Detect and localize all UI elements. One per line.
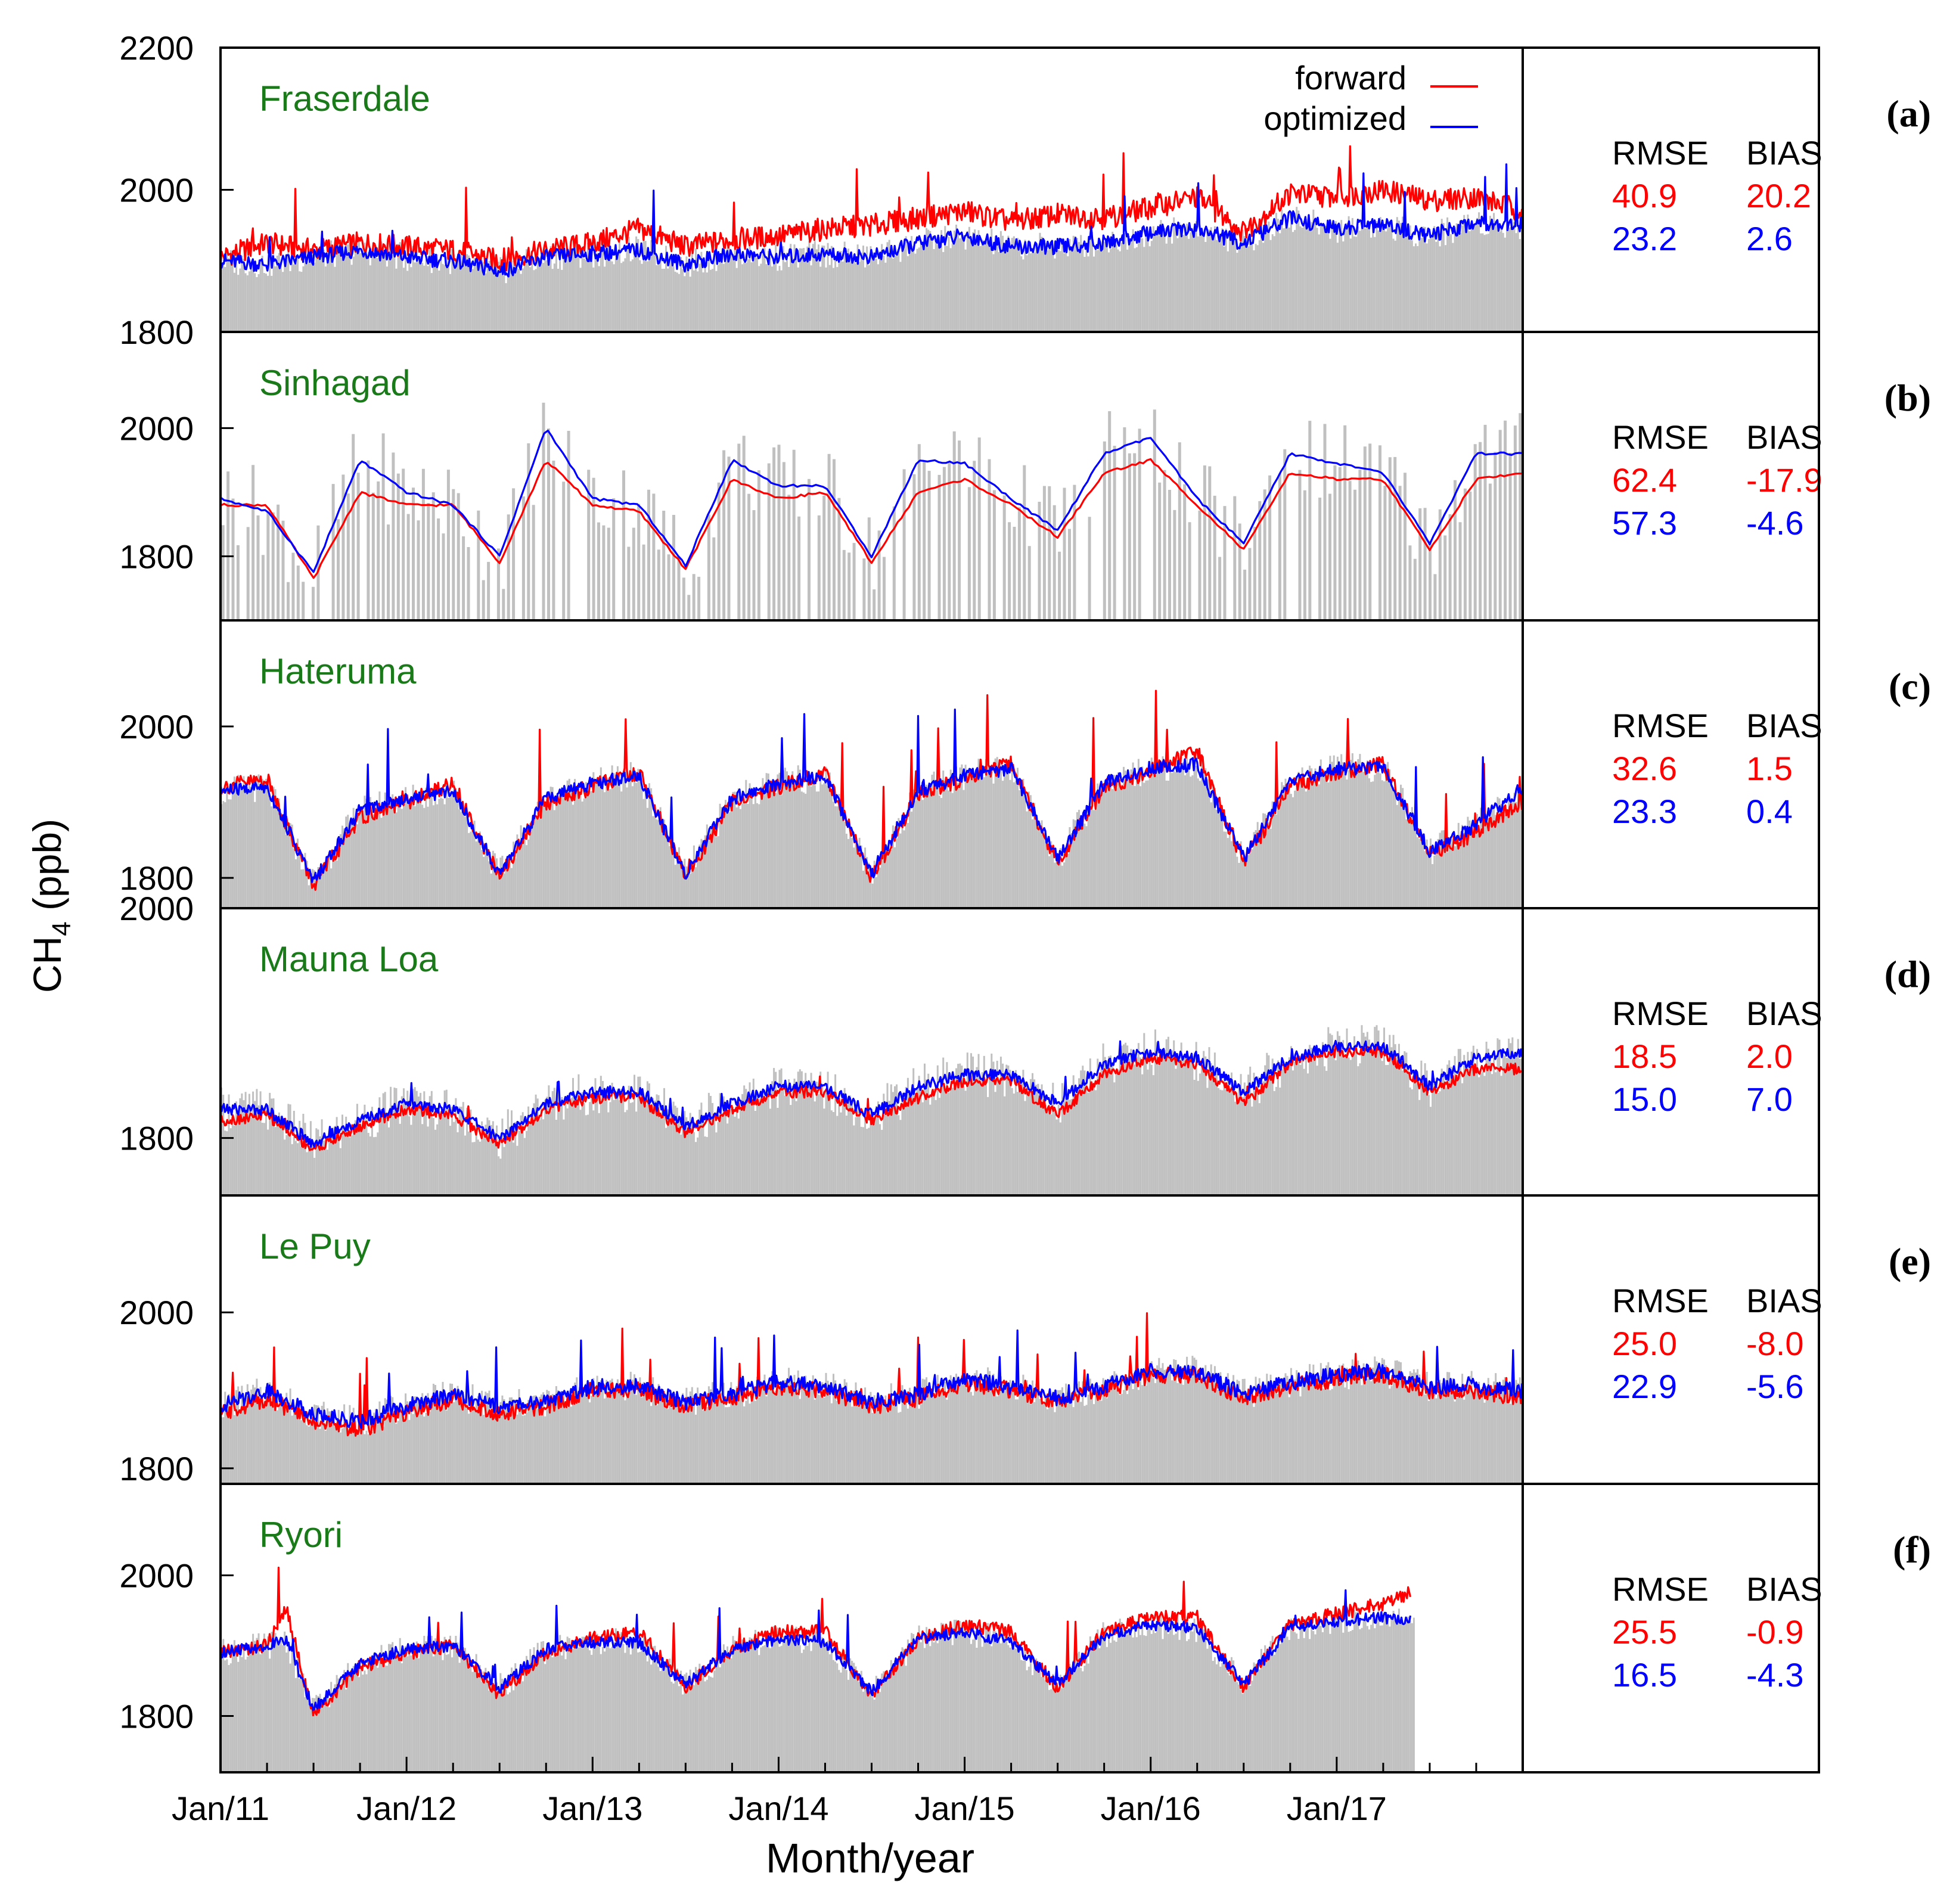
rmse-forward-value: 18.5 (1612, 1038, 1677, 1075)
series-line-optimized (221, 709, 1523, 883)
rmse-header: RMSE (1612, 418, 1709, 456)
y-tick-label: 1800 (119, 859, 194, 897)
legend: forward optimized (1263, 59, 1478, 137)
bias-optimized-value: -4.3 (1746, 1656, 1804, 1694)
y-tick-label: 2200 (119, 29, 194, 67)
panel-letter: (c) (1889, 665, 1931, 707)
rmse-forward-value: 40.9 (1612, 177, 1677, 215)
panel-data (221, 1025, 1523, 1195)
stats-frame (1522, 1483, 1820, 1773)
rmse-header: RMSE (1612, 707, 1709, 744)
bias-forward-value: 2.0 (1746, 1038, 1793, 1075)
site-label: Mauna Loa (259, 939, 439, 979)
rmse-forward-value: 25.0 (1612, 1325, 1677, 1362)
y-tick-label: 2000 (119, 172, 194, 209)
panel-letter: (e) (1889, 1240, 1931, 1282)
panel-le-puy: 1800 2000 Le Puy RMSE BIAS 25.0 -8.0 22.9 -5.6 (e… (119, 1194, 1931, 1487)
site-label: Le Puy (259, 1226, 371, 1266)
x-axis: Jan/11 Jan/12 Jan/13 Jan/14 Jan/15 Jan/16 Jan/… (172, 1757, 1524, 1827)
site-label: Fraserdale (259, 79, 430, 119)
rmse-optimized-value: 15.0 (1612, 1080, 1677, 1118)
x-tick-label: Jan/13 (542, 1790, 642, 1827)
panel-mauna-loa: 1800 2000 Mauna Loa RMSE BIAS 18.5 2.0 15.0 7.0 (… (119, 890, 1931, 1197)
y-tick-label: 1800 (119, 1450, 194, 1487)
panel-fraserdale: 1800 2000 2200 Fraserdale RMSE BIAS 40.9 20.2 23… (119, 29, 1931, 351)
x-tick-label: Jan/17 (1287, 1790, 1387, 1827)
rmse-optimized-value: 23.2 (1612, 220, 1677, 257)
rmse-header: RMSE (1612, 995, 1709, 1032)
rmse-optimized-value: 57.3 (1612, 504, 1677, 542)
y-tick-label: 1800 (119, 313, 194, 351)
series-line-optimized (221, 430, 1523, 573)
y-tick-label: 2000 (119, 1557, 194, 1594)
observation-bars (221, 402, 1522, 620)
series-line-optimized (221, 163, 1523, 278)
bias-header: BIAS (1746, 134, 1823, 172)
bias-optimized-value: 7.0 (1746, 1080, 1793, 1118)
site-label: Sinhagad (259, 363, 411, 403)
rmse-header: RMSE (1612, 1282, 1709, 1319)
y-tick-label: 2000 (119, 890, 194, 927)
legend-forward-label: forward (1295, 59, 1407, 97)
bias-forward-value: -8.0 (1746, 1325, 1804, 1362)
panel-letter: (a) (1886, 92, 1931, 135)
bias-forward-value: -17.9 (1746, 461, 1823, 499)
bias-optimized-value: -4.6 (1746, 504, 1804, 542)
bias-forward-value: 1.5 (1746, 750, 1793, 787)
bias-optimized-value: 0.4 (1746, 793, 1793, 830)
panel-hateruma: 1800 2000 Hateruma RMSE BIAS 32.6 1.5 23.3 0.4 (c… (119, 619, 1931, 909)
y-axis-label: CH4 (ppb) (25, 819, 76, 993)
series-line-forward (221, 145, 1523, 272)
bias-header: BIAS (1746, 1570, 1823, 1608)
x-tick-label: Jan/15 (915, 1790, 1015, 1827)
bias-header: BIAS (1746, 418, 1823, 456)
bias-forward-value: 20.2 (1746, 177, 1811, 215)
site-label: Hateruma (259, 651, 417, 691)
series-line-optimized (221, 1039, 1523, 1148)
series-line-forward (221, 1566, 1412, 1717)
series-line-optimized (221, 1329, 1523, 1430)
y-tick-label: 1800 (119, 538, 194, 575)
x-tick-label: Jan/12 (356, 1790, 457, 1827)
panel-letter: (d) (1884, 953, 1931, 995)
bias-header: BIAS (1746, 1282, 1823, 1319)
x-axis-label: Month/year (766, 1835, 974, 1881)
series-line-forward (221, 458, 1523, 579)
site-label: Ryori (259, 1515, 343, 1555)
series-line-optimized (221, 1589, 1412, 1711)
rmse-forward-value: 25.5 (1612, 1613, 1677, 1651)
x-tick-label: Jan/11 (172, 1790, 269, 1827)
bias-header: BIAS (1746, 707, 1823, 744)
panel-letter: (f) (1893, 1529, 1931, 1571)
bias-forward-value: -0.9 (1746, 1613, 1804, 1651)
rmse-optimized-value: 23.3 (1612, 793, 1677, 830)
panel-data (221, 402, 1523, 620)
bias-optimized-value: 2.6 (1746, 220, 1793, 257)
legend-optimized-label: optimized (1263, 100, 1407, 137)
y-tick-label: 1800 (119, 1698, 194, 1735)
y-tick-label: 2000 (119, 409, 194, 447)
y-tick-label: 2000 (119, 1294, 194, 1331)
y-tick-label: 2000 (119, 708, 194, 746)
panel-letter: (b) (1884, 377, 1931, 419)
y-tick-label: 1800 (119, 1120, 194, 1157)
x-tick-label: Jan/14 (728, 1790, 828, 1827)
rmse-forward-value: 62.4 (1612, 461, 1677, 499)
rmse-header: RMSE (1612, 1570, 1709, 1608)
bias-optimized-value: -5.6 (1746, 1368, 1804, 1405)
rmse-forward-value: 32.6 (1612, 750, 1677, 787)
rmse-header: RMSE (1612, 134, 1709, 172)
panel-sinhagad: 1800 2000 Sinhagad RMSE BIAS 62.4 -17.9 57.3 -4.… (119, 331, 1931, 622)
x-tick-label: Jan/16 (1101, 1790, 1201, 1827)
bias-header: BIAS (1746, 995, 1823, 1032)
rmse-optimized-value: 22.9 (1612, 1368, 1677, 1405)
rmse-optimized-value: 16.5 (1612, 1656, 1677, 1694)
